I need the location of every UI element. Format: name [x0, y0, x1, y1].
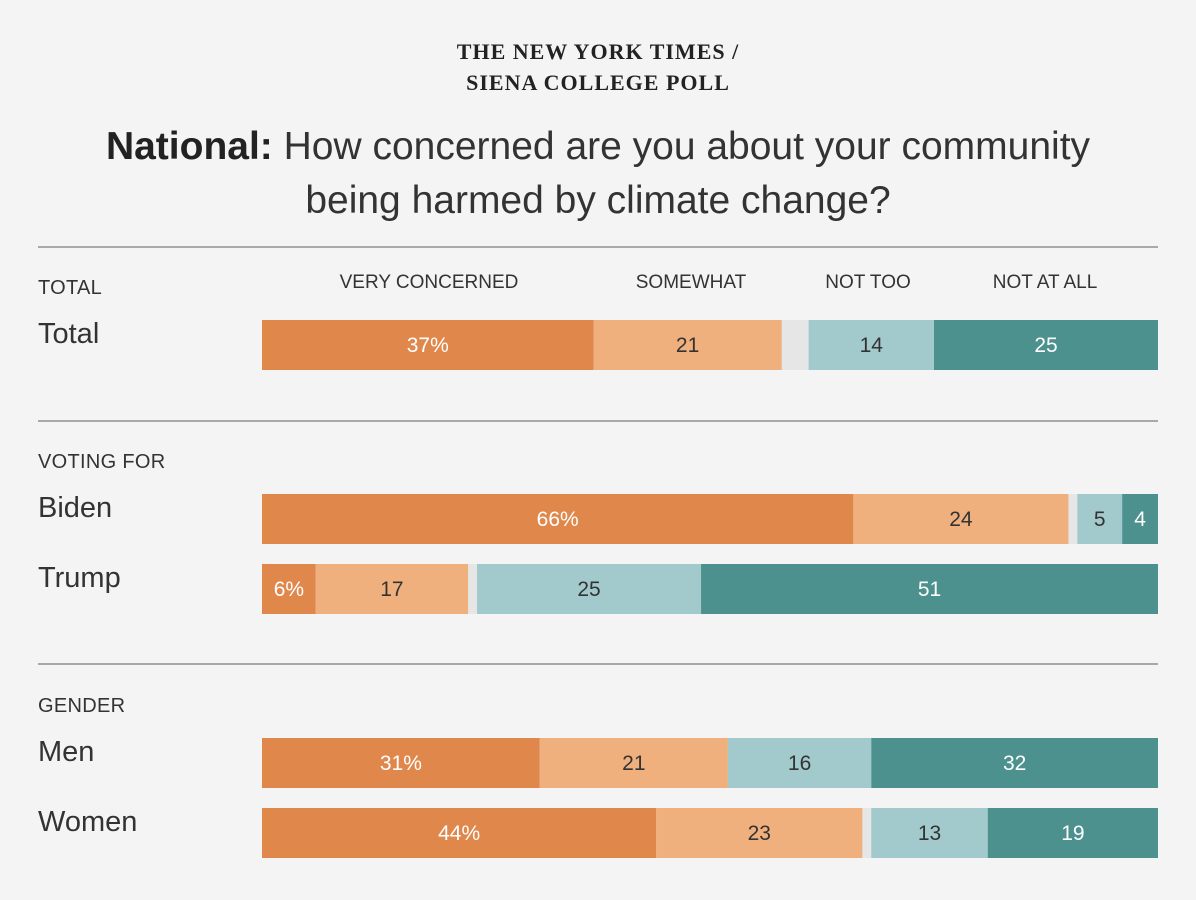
data-label-trump-somewhat: 17 — [380, 578, 403, 601]
data-label-total-very-concerned: 37% — [407, 334, 449, 357]
column-header-not-at-all: NOT AT ALL — [992, 272, 1098, 293]
data-label-biden-very-concerned: 66% — [537, 508, 579, 531]
bar-women-somewhat — [656, 808, 863, 858]
divider-gender — [38, 663, 1158, 665]
bar-biden-somewhat — [853, 494, 1069, 544]
data-label-total-not-at-all: 25 — [1034, 334, 1057, 357]
divider-voting — [38, 420, 1158, 422]
data-label-total-somewhat: 21 — [676, 334, 699, 357]
chart-title-text: How concerned are you about your communi… — [283, 125, 1091, 222]
section-label-voting-for: VOTING FOR — [38, 451, 166, 473]
chart-title: National: How concerned are you about yo… — [60, 120, 1136, 228]
bar-biden-not-too — [1077, 494, 1123, 544]
data-label-trump-not-too: 25 — [577, 578, 600, 601]
bar-men-very-concerned — [262, 738, 540, 788]
row-label-men: Men — [38, 736, 95, 768]
data-label-biden-not-too: 5 — [1094, 508, 1106, 531]
row-label-biden: Biden — [38, 492, 113, 524]
data-label-women-somewhat: 23 — [748, 822, 771, 845]
data-label-women-not-too: 13 — [918, 822, 941, 845]
kicker: THE NEW YORK TIMES / SIENA COLLEGE POLL — [0, 36, 1196, 98]
bar-trump-somewhat — [315, 564, 469, 614]
bar-men-not-too — [727, 738, 872, 788]
data-label-women-very-concerned: 44% — [438, 822, 480, 845]
bar-biden-not-at-all — [1122, 494, 1158, 544]
bar-total-not-at-all — [934, 320, 1158, 370]
data-label-men-not-too: 16 — [788, 752, 811, 775]
kicker-line-2: SIENA COLLEGE POLL — [466, 70, 730, 95]
chart-title-bold: National: — [105, 125, 273, 168]
bar-total-not-too — [808, 320, 934, 370]
data-label-biden-not-at-all: 4 — [1134, 508, 1146, 531]
section-label-gender: GENDER — [38, 695, 126, 717]
kicker-line-1: THE NEW YORK TIMES / — [456, 39, 740, 64]
bar-trump-not-too — [477, 564, 702, 614]
column-header-somewhat: SOMEWHAT — [635, 272, 747, 293]
data-label-biden-somewhat: 24 — [949, 508, 973, 531]
row-label-women: Women — [38, 806, 138, 838]
row-label-total: Total — [38, 318, 100, 350]
data-label-trump-very-concerned: 6% — [274, 578, 304, 601]
bar-total-somewhat — [593, 320, 782, 370]
bar-men-somewhat — [539, 738, 728, 788]
data-label-total-not-too: 14 — [860, 334, 884, 357]
bar-trump-very-concerned — [262, 564, 316, 614]
bar-women-not-at-all — [987, 808, 1158, 858]
bar-trump-not-at-all — [701, 564, 1158, 614]
data-label-trump-not-at-all: 51 — [918, 578, 941, 601]
bar-men-not-at-all — [871, 738, 1158, 788]
bar-total-very-concerned — [262, 320, 594, 370]
column-header-very-concerned: VERY CONCERNED — [339, 272, 519, 293]
data-label-men-somewhat: 21 — [622, 752, 645, 775]
bar-women-very-concerned — [262, 808, 657, 858]
divider-top — [38, 246, 1158, 248]
column-header-not-too: NOT TOO — [825, 272, 911, 293]
data-label-men-not-at-all: 32 — [1003, 752, 1026, 775]
bar-women-not-too — [871, 808, 988, 858]
data-label-men-very-concerned: 31% — [380, 752, 422, 775]
bar-biden-very-concerned — [262, 494, 854, 544]
data-label-women-not-at-all: 19 — [1061, 822, 1084, 845]
section-label-total: TOTAL — [38, 277, 103, 299]
row-label-trump: Trump — [38, 562, 121, 594]
